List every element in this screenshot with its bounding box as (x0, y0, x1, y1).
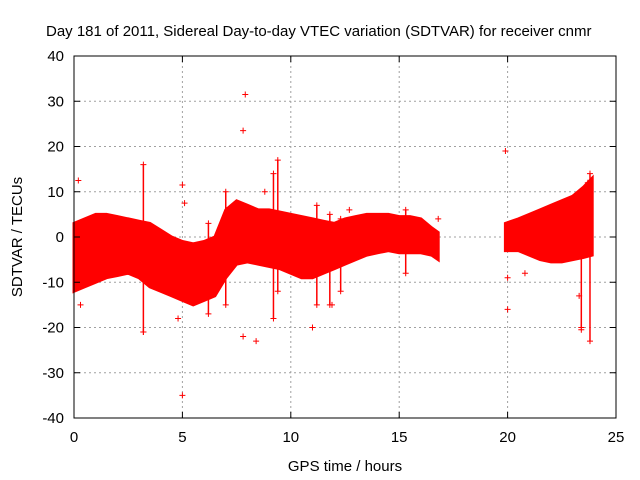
x-tick-label: 25 (608, 429, 625, 446)
data-band-main (72, 199, 440, 307)
x-tick-label: 20 (499, 429, 516, 446)
data-point (242, 91, 249, 98)
data-point (77, 301, 84, 308)
data-point (313, 202, 320, 209)
y-tick-label: -40 (42, 410, 64, 427)
data-point (502, 148, 509, 155)
x-axis-label: GPS time / hours (288, 458, 402, 475)
data-point (337, 215, 344, 222)
data-point (346, 206, 353, 213)
data-point (402, 270, 409, 277)
data-point (326, 211, 333, 218)
data-point (253, 338, 260, 345)
y-tick-label: -10 (42, 274, 64, 291)
data-point (222, 301, 229, 308)
data-point (179, 181, 186, 188)
data-point (75, 177, 82, 184)
data-point (205, 310, 212, 317)
data-point (521, 270, 528, 277)
data-point (313, 301, 320, 308)
axis-ticks: 0 5 10 15 20 25 -40 -30 -20 -10 0 10 20 30 40 (42, 48, 624, 446)
data-point (578, 326, 585, 333)
x-tick-label: 15 (391, 429, 408, 446)
chart-title: Day 181 of 2011, Sidereal Day-to-day VTE… (46, 23, 591, 40)
data-point (270, 315, 277, 322)
data-point (309, 324, 316, 331)
y-tick-label: 30 (47, 93, 64, 110)
data-point (578, 211, 585, 218)
y-tick-label: 20 (47, 139, 64, 156)
data-point (435, 215, 442, 222)
data-point (328, 301, 335, 308)
data-point (337, 288, 344, 295)
data-point (504, 306, 511, 313)
data-point (586, 170, 593, 177)
data-point (222, 188, 229, 195)
data-point (181, 200, 188, 207)
data-point (261, 188, 268, 195)
x-tick-label: 0 (70, 429, 78, 446)
data-point (274, 157, 281, 164)
data-point (240, 333, 247, 340)
data-point (270, 170, 277, 177)
data-point (586, 338, 593, 345)
data-point (175, 315, 182, 322)
series-sdtvar (72, 91, 594, 399)
data-point (504, 274, 511, 281)
data-point (205, 220, 212, 227)
y-tick-label: -30 (42, 365, 64, 382)
x-tick-label: 10 (282, 429, 299, 446)
data-band-late (503, 174, 594, 264)
data-point (240, 127, 247, 134)
y-tick-label: 10 (47, 184, 64, 201)
x-tick-label: 5 (178, 429, 186, 446)
y-tick-label: 0 (56, 229, 64, 246)
y-axis-label: SDTVAR / TECUs (9, 177, 26, 297)
y-tick-label: -20 (42, 320, 64, 337)
data-point (584, 179, 591, 186)
data-point (274, 288, 281, 295)
data-point (576, 292, 583, 299)
data-point (140, 161, 147, 168)
data-point (179, 392, 186, 399)
data-point (402, 206, 409, 213)
data-point (140, 329, 147, 336)
y-tick-label: 40 (47, 48, 64, 65)
